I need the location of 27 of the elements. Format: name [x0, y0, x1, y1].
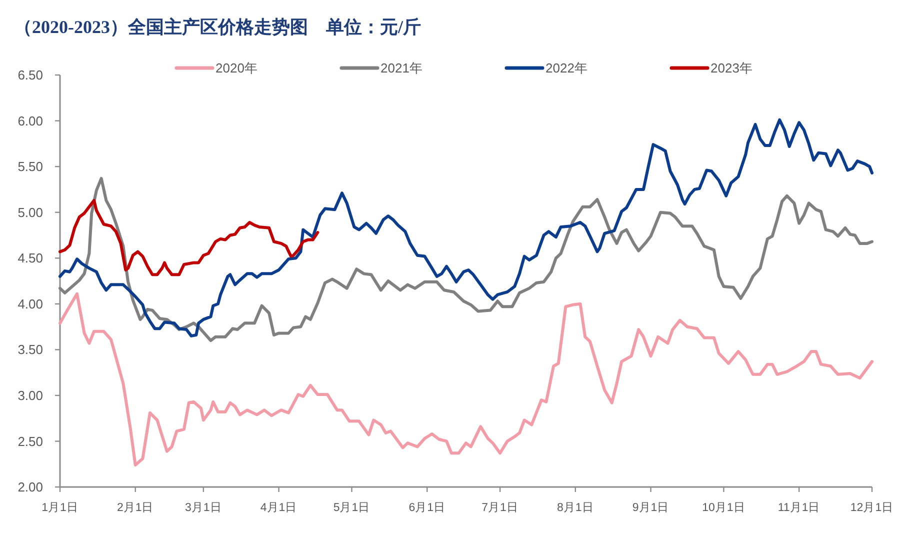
ytick: 5.00: [18, 204, 43, 220]
xtick: 9月1日: [632, 502, 670, 514]
title: （2020-2023）全国主产区价格走势图 单位：元/斤: [14, 17, 421, 37]
xtick: 3月1日: [185, 502, 222, 514]
xtick: 1月1日: [42, 502, 78, 514]
xtick: 4月1日: [260, 502, 298, 514]
xtick: 2月1日: [116, 502, 154, 514]
xtick: 10月1日: [702, 502, 746, 514]
xtick: 7月1日: [482, 502, 518, 514]
xtick: 12月1日: [850, 502, 894, 514]
legend-label: 2020年: [216, 60, 258, 76]
legend-label: 2022年: [546, 60, 588, 76]
ytick: 5.50: [18, 159, 43, 174]
ytick: 2.50: [18, 434, 43, 449]
legend-label: 2021年: [380, 60, 422, 76]
xtick: 6月1日: [408, 502, 446, 514]
legend-label: 2023年: [710, 60, 752, 76]
xtick: 8月1日: [557, 502, 594, 514]
xtick: 5月1日: [333, 502, 370, 514]
ytick: 6.00: [18, 113, 43, 128]
ytick: 4.00: [18, 296, 43, 312]
ytick: 6.50: [18, 68, 43, 83]
ytick: 4.50: [18, 250, 43, 266]
ytick: 3.50: [18, 342, 43, 358]
ytick: 3.00: [18, 388, 43, 403]
xtick: 11月1日: [778, 502, 820, 514]
ytick: 2.00: [18, 480, 43, 495]
